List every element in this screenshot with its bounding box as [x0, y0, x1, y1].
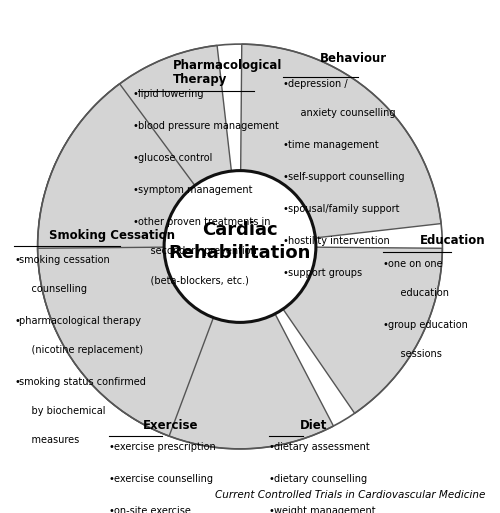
Text: •: •: [269, 443, 275, 452]
Text: counselling: counselling: [19, 284, 87, 294]
Text: •: •: [132, 153, 138, 163]
Text: glucose control: glucose control: [138, 153, 212, 163]
Text: symptom management: symptom management: [138, 185, 252, 195]
Text: time management: time management: [288, 140, 378, 150]
Text: support groups: support groups: [288, 268, 362, 278]
Text: Education: Education: [420, 234, 486, 247]
Text: group education: group education: [388, 320, 468, 330]
Circle shape: [164, 171, 316, 322]
Text: (beta-blockers, etc.): (beta-blockers, etc.): [138, 275, 248, 285]
Text: •: •: [109, 443, 115, 452]
Text: self-support counselling: self-support counselling: [288, 172, 404, 182]
Text: •: •: [132, 121, 138, 131]
Text: •: •: [109, 506, 115, 513]
Text: Behaviour: Behaviour: [320, 51, 387, 65]
Text: sessions: sessions: [388, 349, 442, 359]
Text: •: •: [382, 259, 388, 269]
Text: •: •: [282, 140, 288, 150]
Text: •: •: [132, 185, 138, 195]
Wedge shape: [283, 247, 442, 413]
Text: by biochemical: by biochemical: [19, 406, 106, 416]
Text: exercise prescription: exercise prescription: [114, 443, 216, 452]
Wedge shape: [38, 84, 195, 340]
Text: •: •: [109, 475, 115, 484]
Text: •: •: [14, 316, 20, 326]
Text: education: education: [388, 288, 448, 298]
Text: Exercise: Exercise: [142, 419, 198, 432]
Text: Diet: Diet: [300, 419, 328, 432]
Text: dietary counselling: dietary counselling: [274, 475, 367, 484]
Wedge shape: [38, 247, 214, 436]
Text: •: •: [282, 268, 288, 278]
Text: •: •: [14, 377, 20, 387]
Text: pharmacological therapy: pharmacological therapy: [19, 316, 141, 326]
Text: (nicotine replacement): (nicotine replacement): [19, 345, 143, 355]
Text: blood pressure management: blood pressure management: [138, 121, 278, 131]
Text: •: •: [269, 475, 275, 484]
Text: smoking cessation: smoking cessation: [19, 255, 110, 265]
Text: •: •: [282, 204, 288, 214]
Wedge shape: [240, 44, 441, 238]
Text: Smoking Cessation: Smoking Cessation: [49, 229, 175, 242]
Text: anxiety counselling: anxiety counselling: [288, 108, 395, 118]
Text: Cardiac
Rehabilitation: Cardiac Rehabilitation: [169, 221, 311, 262]
Text: exercise counselling: exercise counselling: [114, 475, 213, 484]
Text: other proven treatments in: other proven treatments in: [138, 217, 270, 227]
Text: measures: measures: [19, 435, 79, 445]
Text: dietary assessment: dietary assessment: [274, 443, 370, 452]
Text: weight management: weight management: [274, 506, 376, 513]
Text: •: •: [282, 236, 288, 246]
Wedge shape: [73, 289, 334, 449]
Text: •: •: [282, 172, 288, 182]
Text: depression /: depression /: [288, 79, 347, 89]
Text: •: •: [132, 217, 138, 227]
Text: on-site exercise: on-site exercise: [114, 506, 191, 513]
Text: •: •: [14, 255, 20, 265]
Text: •: •: [282, 79, 288, 89]
Text: hostility intervention: hostility intervention: [288, 236, 389, 246]
Text: Pharmacological
Therapy: Pharmacological Therapy: [172, 59, 282, 87]
Text: Current Controlled Trials in Cardiovascular Medicine: Current Controlled Trials in Cardiovascu…: [214, 490, 485, 501]
Text: lipid lowering: lipid lowering: [138, 89, 203, 99]
Text: one on one: one on one: [388, 259, 442, 269]
Text: spousal/family support: spousal/family support: [288, 204, 399, 214]
Text: •: •: [382, 320, 388, 330]
Text: smoking status confirmed: smoking status confirmed: [19, 377, 146, 387]
Wedge shape: [39, 46, 232, 238]
Text: •: •: [269, 506, 275, 513]
Text: •: •: [132, 89, 138, 99]
Text: secondary prevention: secondary prevention: [138, 246, 256, 256]
